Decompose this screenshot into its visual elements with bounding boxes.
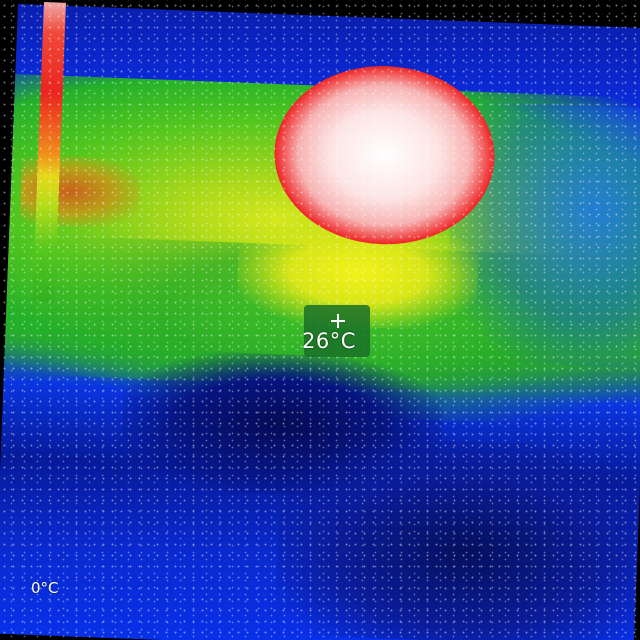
scale-min-label: 0°C bbox=[31, 579, 59, 597]
center-temperature-readout: 26°C bbox=[302, 329, 356, 353]
crosshair-icon bbox=[331, 314, 345, 328]
cool-region bbox=[444, 100, 640, 370]
cold-region bbox=[119, 348, 445, 501]
hot-spot bbox=[271, 62, 498, 249]
cold-region-lower bbox=[273, 434, 640, 640]
measurement-box bbox=[304, 305, 370, 357]
